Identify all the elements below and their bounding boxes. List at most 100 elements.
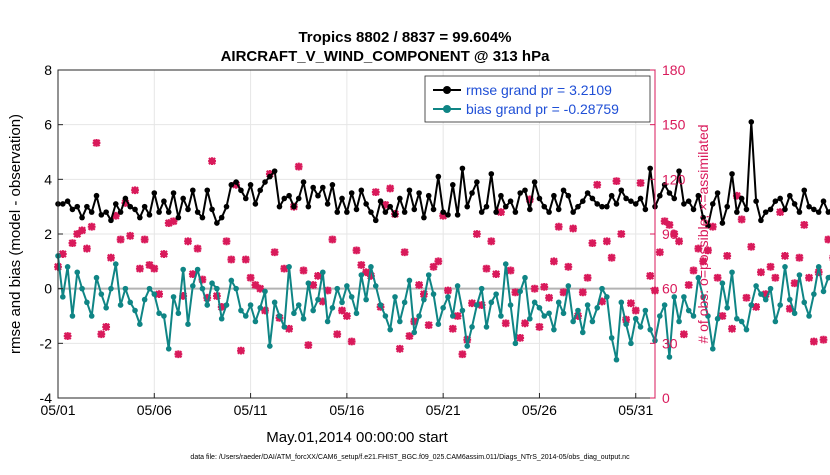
obs-assimilated-marker (198, 275, 207, 284)
bias-point (363, 296, 369, 303)
obs-assimilated-marker (549, 257, 558, 266)
rmse-point (392, 212, 398, 218)
bias-point (137, 321, 143, 328)
obs-possible-marker (444, 287, 452, 294)
bias-point (608, 335, 615, 341)
rmse-point (175, 214, 182, 221)
rmse-point (772, 198, 779, 204)
rmse-point (363, 201, 369, 207)
obs-assimilated-marker (169, 217, 178, 226)
obs-assimilated-marker (270, 248, 279, 257)
obs-assimilated-marker (261, 306, 269, 315)
obs-possible-marker (719, 312, 726, 320)
obs-possible-marker (435, 258, 442, 265)
bias-point (546, 310, 552, 317)
rmse-point (401, 209, 408, 215)
x-tick-label: 05/31 (618, 402, 653, 418)
bias-point (647, 326, 653, 333)
bias-point (584, 302, 591, 308)
bias-point (382, 313, 389, 319)
obs-assimilated-marker (299, 266, 308, 275)
bias-point (815, 264, 822, 270)
rmse-point (305, 203, 312, 210)
obs-assimilated-marker (607, 253, 616, 262)
obs-possible-marker (738, 216, 745, 223)
obs-possible-marker (88, 223, 95, 230)
bias-point (238, 307, 244, 314)
obs-assimilated-marker (87, 222, 96, 231)
bias-point (579, 329, 586, 336)
obs-possible-marker (594, 181, 601, 188)
y-axis-left-label: rmse and bias (model - observation) (7, 114, 24, 354)
rmse-point (93, 192, 100, 199)
obs-assimilated-marker (362, 268, 371, 277)
obs-assimilated-marker (164, 219, 173, 227)
obs-assimilated-marker (766, 262, 775, 271)
rmse-point (555, 206, 562, 213)
obs-possible-marker (459, 351, 466, 358)
rmse-point (806, 203, 812, 210)
obs-assimilated-marker (655, 248, 664, 257)
bias-point (753, 283, 759, 289)
rmse-point (194, 209, 201, 215)
bias-point (267, 343, 273, 349)
obs-assimilated-marker (174, 350, 183, 359)
obs-assimilated-marker (497, 208, 505, 217)
bias-point (218, 315, 225, 322)
obs-assimilated-marker (545, 293, 553, 302)
obs-possible-marker (127, 232, 134, 239)
bias-point (700, 294, 706, 300)
legend-box (424, 75, 651, 123)
bias-point (295, 302, 302, 308)
obs-assimilated-marker (713, 273, 722, 282)
rmse-point (334, 209, 341, 215)
obs-assimilated-marker (429, 262, 438, 271)
obs-possible-marker (295, 163, 302, 170)
rmse-point (238, 187, 244, 194)
obs-assimilated-marker (790, 279, 799, 288)
bias-point (565, 283, 572, 289)
obs-possible-marker (656, 249, 663, 256)
rmse-point (820, 198, 827, 204)
obs-possible-marker (242, 256, 249, 263)
bias-point (286, 264, 292, 270)
obs-assimilated-marker (203, 293, 212, 302)
rmse-point (382, 209, 389, 215)
obs-assimilated-marker (728, 324, 736, 333)
rmse-point (372, 217, 379, 224)
bias-point (738, 318, 745, 325)
bias-point (425, 272, 432, 278)
rmse-point (714, 190, 721, 196)
rmse-point (440, 209, 446, 215)
obs-possible-marker (777, 209, 784, 216)
rmse-point (512, 209, 519, 215)
bias-point (714, 315, 721, 322)
obs-possible-marker (680, 331, 687, 338)
obs-assimilated-marker (525, 195, 534, 204)
rmse-point (435, 173, 442, 180)
obs-assimilated-marker (636, 179, 645, 187)
obs-assimilated-marker (111, 211, 120, 220)
obs-possible-marker (69, 240, 76, 247)
obs-assimilated-marker (333, 330, 342, 339)
rmse-point (719, 220, 726, 226)
obs-possible-marker (493, 270, 500, 278)
rmse-point (507, 198, 514, 204)
obs-assimilated-marker (150, 264, 159, 273)
bias-point (811, 291, 817, 297)
obs-possible-marker (107, 254, 115, 261)
bias-point (440, 305, 446, 311)
obs-possible-marker (334, 331, 341, 338)
rmse-point (353, 206, 360, 213)
bias-point (64, 264, 71, 270)
bias-point (445, 294, 451, 300)
rmse-point (199, 214, 206, 221)
obs-assimilated-marker (583, 273, 592, 282)
bias-point (777, 302, 783, 308)
obs-assimilated-marker (246, 273, 255, 282)
bias-point (536, 305, 543, 311)
bias-point (190, 283, 196, 289)
obs-assimilated-marker (135, 264, 144, 273)
obs-possible-marker (728, 325, 736, 332)
bias-point (604, 294, 610, 300)
